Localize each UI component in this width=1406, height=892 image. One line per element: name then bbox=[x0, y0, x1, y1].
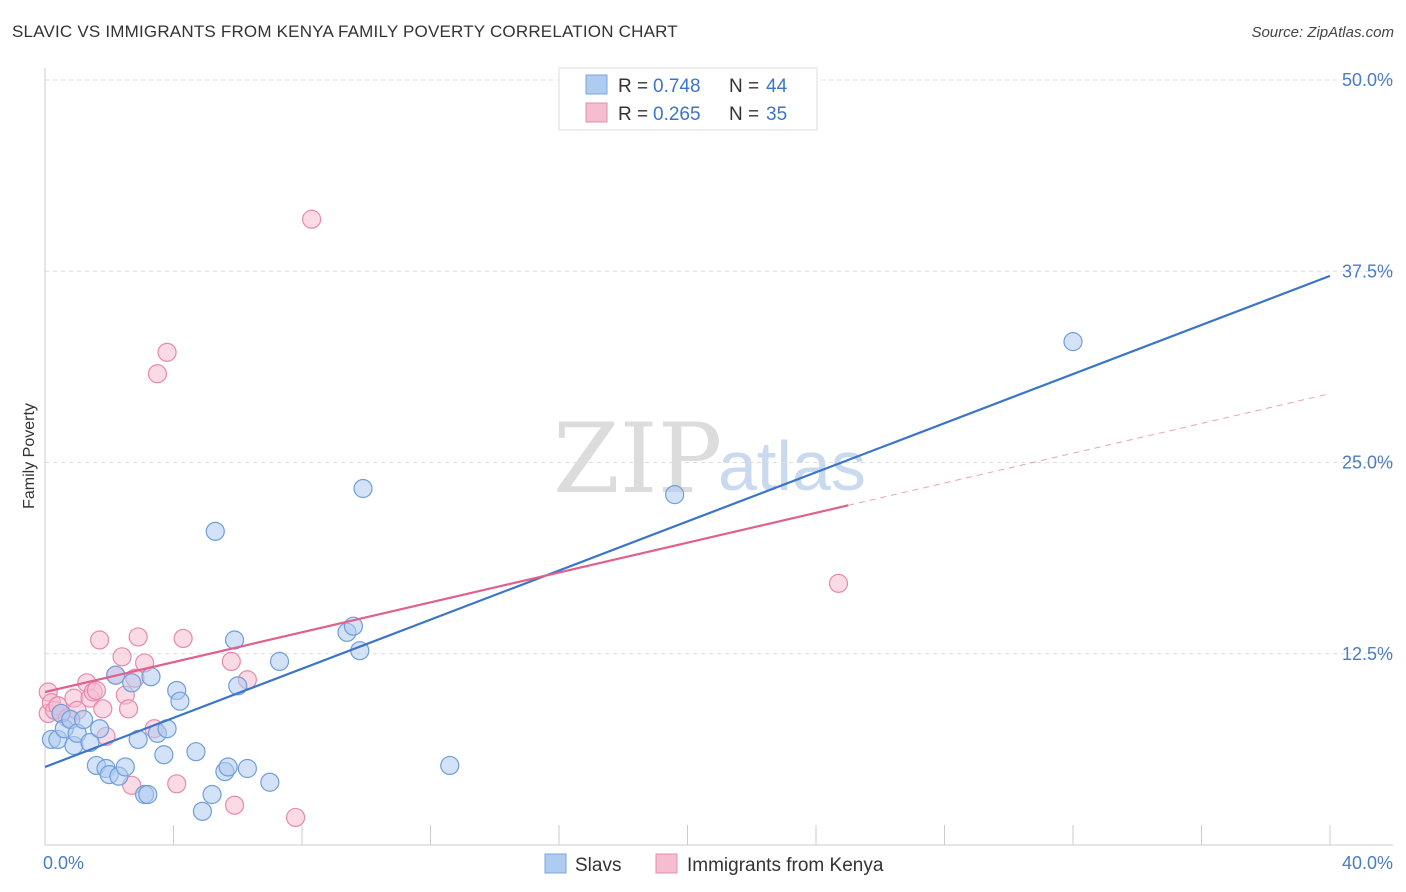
point-slavs-26 bbox=[186, 742, 206, 762]
x-tick-label-1: 40.0% bbox=[1342, 853, 1393, 873]
stats-legend-n-value-1: 44 bbox=[766, 76, 788, 97]
stats-legend-swatch-kenya bbox=[585, 102, 608, 123]
watermark-atlas: atlas bbox=[718, 427, 866, 505]
point-kenya-22 bbox=[128, 627, 148, 647]
series-legend: Slavs Immigrants from Kenya bbox=[544, 853, 884, 876]
x-ticks bbox=[44, 825, 1331, 845]
point-slavs-22 bbox=[154, 745, 174, 765]
x-tick-labels: 0.0% 40.0% bbox=[43, 853, 1393, 873]
series-legend-label-slavs: Slavs bbox=[575, 855, 621, 876]
point-slavs-29 bbox=[205, 521, 225, 541]
watermark-zip: ZIP bbox=[553, 403, 722, 515]
point-kenya-34 bbox=[828, 573, 849, 593]
point-slavs-36 bbox=[269, 651, 290, 672]
stats-legend-swatch-slavs bbox=[585, 74, 608, 95]
point-kenya-26 bbox=[157, 342, 177, 362]
y-tick-label-2: 37.5% bbox=[1342, 261, 1393, 281]
y-tick-labels: 12.5% 25.0% 37.5% 50.0% bbox=[1342, 70, 1393, 664]
point-slavs-28 bbox=[202, 784, 222, 805]
point-slavs-25 bbox=[170, 691, 190, 711]
point-slavs-40 bbox=[353, 478, 373, 499]
point-slavs-34 bbox=[237, 758, 257, 779]
point-slavs-33 bbox=[228, 676, 248, 696]
point-slavs-43 bbox=[1063, 332, 1083, 352]
point-slavs-42 bbox=[665, 485, 685, 505]
gridlines bbox=[45, 79, 1393, 655]
point-slavs-20 bbox=[141, 667, 161, 687]
point-kenya-27 bbox=[167, 774, 187, 794]
trend-line-kenya-extension bbox=[848, 393, 1331, 506]
y-tick-label-0: 12.5% bbox=[1342, 644, 1393, 664]
series-legend-label-kenya: Immigrants from Kenya bbox=[687, 855, 884, 876]
point-kenya-28 bbox=[173, 628, 193, 649]
trend-line-kenya bbox=[44, 504, 849, 694]
point-slavs-19 bbox=[138, 784, 158, 805]
y-axis-label: Family Poverty bbox=[21, 403, 38, 509]
point-kenya-33 bbox=[302, 209, 322, 229]
point-kenya-19 bbox=[118, 699, 139, 719]
point-slavs-7 bbox=[73, 709, 94, 730]
point-slavs-41 bbox=[440, 755, 460, 776]
point-kenya-17 bbox=[112, 647, 132, 667]
stats-legend-r-label-1: R = bbox=[618, 76, 648, 97]
stats-legend-n-label-1: N = bbox=[729, 76, 759, 97]
point-slavs-35 bbox=[260, 772, 280, 792]
series-legend-swatch-kenya bbox=[655, 853, 678, 874]
point-kenya-25 bbox=[147, 364, 168, 384]
trend-lines bbox=[44, 274, 1331, 768]
point-slavs-27 bbox=[192, 801, 213, 821]
trend-line-slavs bbox=[44, 274, 1331, 768]
point-kenya-13 bbox=[90, 630, 110, 650]
stats-legend-n-label-2: N = bbox=[729, 104, 759, 125]
slavs-points bbox=[41, 332, 1083, 821]
source-credit: Source: ZipAtlas.com bbox=[1251, 24, 1394, 41]
point-slavs-31 bbox=[218, 757, 238, 777]
point-kenya-12 bbox=[86, 680, 107, 701]
series-legend-swatch-slavs bbox=[544, 853, 567, 874]
stats-legend-r-value-2: 0.265 bbox=[653, 104, 701, 125]
stats-legend-n-value-2: 35 bbox=[766, 104, 787, 125]
y-tick-label-1: 25.0% bbox=[1342, 453, 1393, 473]
point-slavs-15 bbox=[115, 757, 135, 777]
stats-legend: R = 0.748 N = 44 R = 0.265 N = 35 bbox=[558, 67, 818, 131]
y-tick-label-3: 50.0% bbox=[1342, 70, 1393, 90]
chart-title: SLAVIC VS IMMIGRANTS FROM KENYA FAMILY P… bbox=[12, 22, 678, 41]
point-kenya-29 bbox=[221, 651, 241, 672]
stats-legend-r-value-1: 0.748 bbox=[653, 76, 701, 97]
x-tick-label-0: 0.0% bbox=[43, 853, 84, 873]
stats-legend-r-label-2: R = bbox=[618, 104, 648, 125]
point-slavs-16 bbox=[122, 673, 142, 693]
point-kenya-32 bbox=[285, 807, 306, 828]
point-slavs-10 bbox=[90, 719, 110, 739]
point-kenya-14 bbox=[93, 699, 113, 719]
point-kenya-30 bbox=[224, 795, 245, 815]
